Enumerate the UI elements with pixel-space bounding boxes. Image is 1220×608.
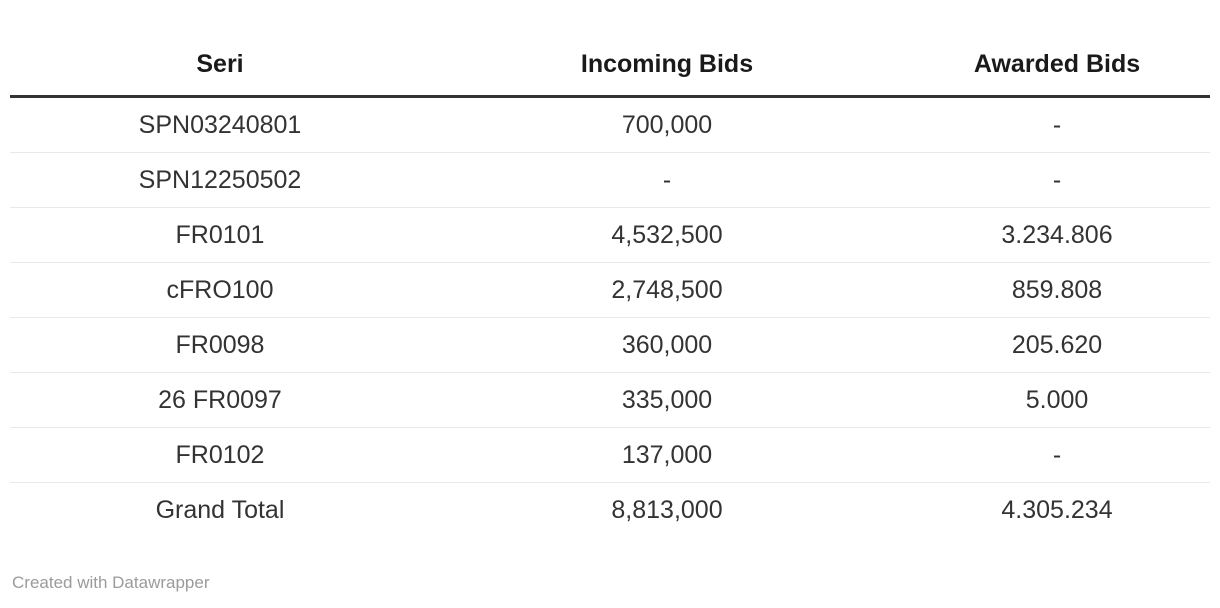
cell-incoming-bids: 8,813,000 — [611, 496, 723, 524]
cell-awarded-bids: 5.000 — [904, 372, 1210, 428]
cell-awarded-bids: 3.234.806 — [904, 207, 1210, 263]
cell-seri: FR0102 — [10, 427, 430, 483]
column-header-awarded-bids: Awarded Bids — [904, 32, 1210, 98]
table-row: SPN03240801 700,000 - — [10, 96, 1210, 153]
column-header-seri: Seri — [10, 32, 430, 98]
cell-incoming-bids: 2,748,500 — [430, 262, 904, 318]
cell-seri: SPN12250502 — [10, 152, 430, 208]
table-row: FR0101 4,532,500 3.234.806 — [10, 207, 1210, 263]
cell-seri: Grand Total — [155, 496, 285, 524]
cell-incoming-bids: 4,532,500 — [430, 207, 904, 263]
table-row: 26 FR0097 335,000 5.000 — [10, 372, 1210, 428]
cell-awarded-bids: - — [904, 152, 1210, 208]
cell-incoming-bids: 137,000 — [430, 427, 904, 483]
cell-awarded-bids: 4.305.234 — [1001, 496, 1113, 524]
table-row-grand-total: Grand Total 8,813,000 4.305.234 — [10, 483, 1210, 538]
cell-seri: FR0098 — [10, 317, 430, 373]
cell-seri: SPN03240801 — [10, 96, 430, 153]
cell-incoming-bids: 700,000 — [430, 96, 904, 153]
cell-seri: cFRO100 — [10, 262, 430, 318]
cell-incoming-bids: - — [430, 152, 904, 208]
cell-awarded-bids: - — [904, 96, 1210, 153]
table-row: SPN12250502 - - — [10, 152, 1210, 208]
header-row: Seri Incoming Bids Awarded Bids — [10, 32, 1210, 98]
cell-awarded-bids: - — [904, 427, 1210, 483]
table-row: cFRO100 2,748,500 859.808 — [10, 262, 1210, 318]
cell-seri: 26 FR0097 — [10, 372, 430, 428]
cell-awarded-bids: 859.808 — [904, 262, 1210, 318]
datawrapper-credit-link[interactable]: Created with Datawrapper — [12, 573, 210, 592]
datawrapper-table-chart: Seri Incoming Bids Awarded Bids SPN03240… — [0, 32, 1220, 593]
cell-seri: FR0101 — [10, 207, 430, 263]
table-row: FR0102 137,000 - — [10, 427, 1210, 483]
cell-incoming-bids: 360,000 — [430, 317, 904, 373]
cell-awarded-bids: 205.620 — [904, 317, 1210, 373]
column-header-incoming-bids: Incoming Bids — [430, 32, 904, 98]
table-row: FR0098 360,000 205.620 — [10, 317, 1210, 373]
data-table: Seri Incoming Bids Awarded Bids SPN03240… — [10, 32, 1210, 537]
cell-incoming-bids: 335,000 — [430, 372, 904, 428]
